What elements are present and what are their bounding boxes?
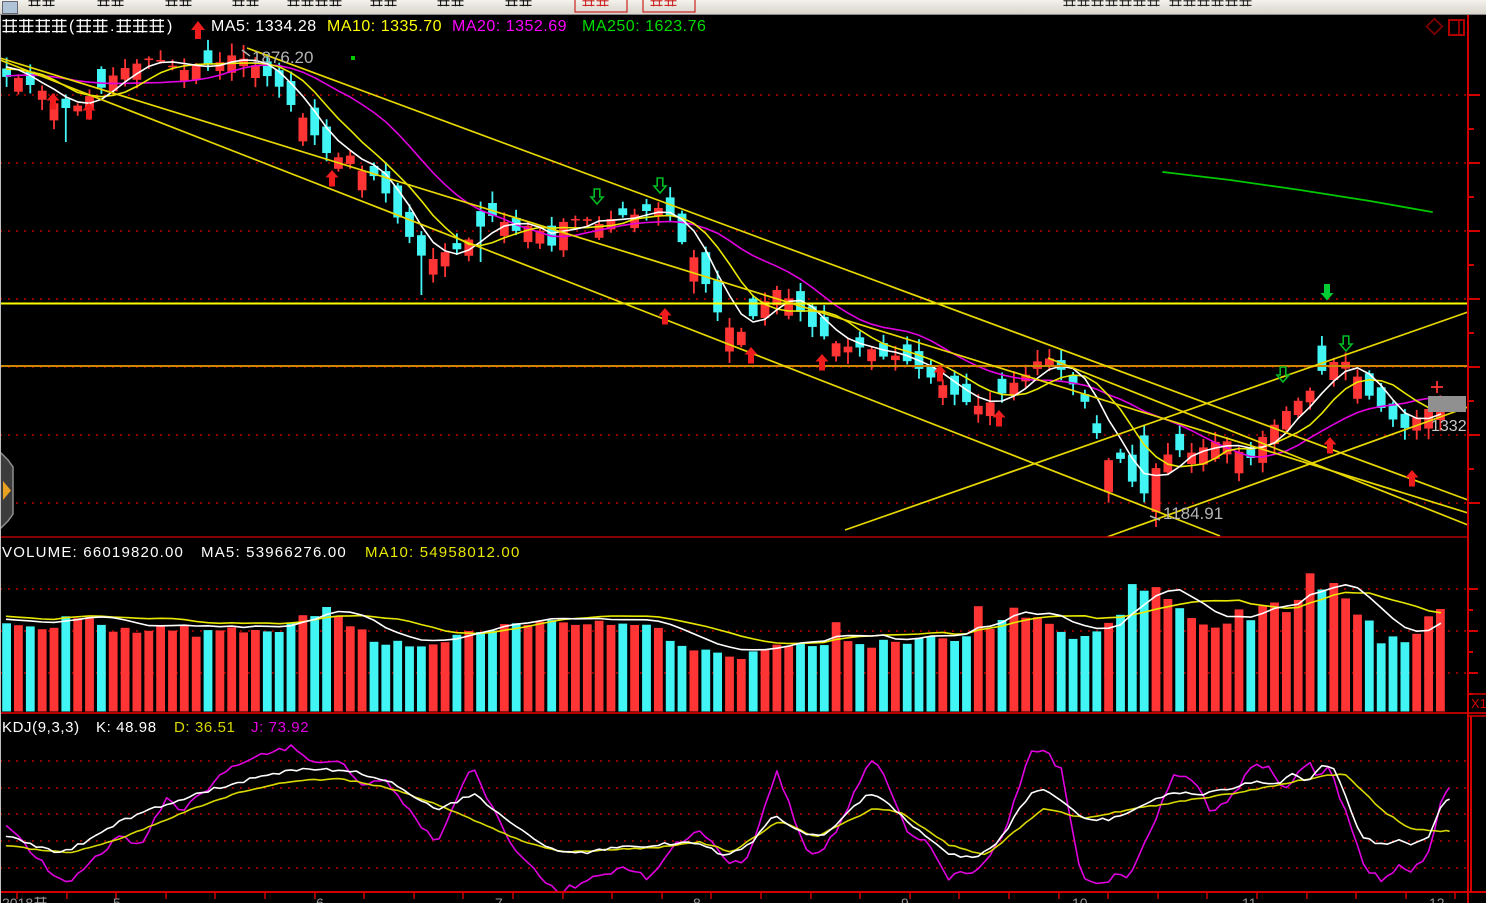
svg-text:9: 9 (901, 895, 909, 903)
svg-text:X1: X1 (1471, 696, 1486, 711)
svg-text:MA10: 1335.70: MA10: 1335.70 (327, 18, 442, 35)
svg-text:MA10: 54958012.00: MA10: 54958012.00 (365, 544, 521, 561)
svg-text:1876.20: 1876.20 (252, 48, 313, 67)
svg-text:8: 8 (693, 895, 701, 903)
svg-text:): ) (167, 18, 172, 35)
svg-text:1332: 1332 (1431, 418, 1467, 435)
svg-text:MA250: 1623.76: MA250: 1623.76 (582, 18, 706, 35)
svg-text:MA20: 1352.69: MA20: 1352.69 (452, 18, 567, 35)
svg-text:10: 10 (1072, 895, 1088, 903)
svg-text:(: ( (69, 18, 75, 35)
svg-text:VOLUME: 66019820.00: VOLUME: 66019820.00 (2, 544, 184, 561)
svg-text:1184.91: 1184.91 (1163, 504, 1223, 523)
svg-text:D: 36.51: D: 36.51 (174, 719, 236, 736)
svg-text:7: 7 (495, 895, 503, 903)
svg-text:.: . (110, 18, 114, 35)
svg-text:12: 12 (1429, 895, 1445, 903)
svg-text:MA5: 53966276.00: MA5: 53966276.00 (201, 544, 347, 561)
svg-text:11: 11 (1242, 895, 1257, 903)
svg-text:2018: 2018 (2, 895, 33, 903)
svg-text:5: 5 (113, 895, 121, 903)
svg-text:MA5: 1334.28: MA5: 1334.28 (211, 18, 317, 35)
svg-text:J: 73.92: J: 73.92 (251, 719, 309, 736)
svg-text:K: 48.98: K: 48.98 (96, 719, 157, 736)
svg-text:6: 6 (316, 895, 324, 903)
svg-text:KDJ(9,3,3): KDJ(9,3,3) (2, 719, 80, 736)
